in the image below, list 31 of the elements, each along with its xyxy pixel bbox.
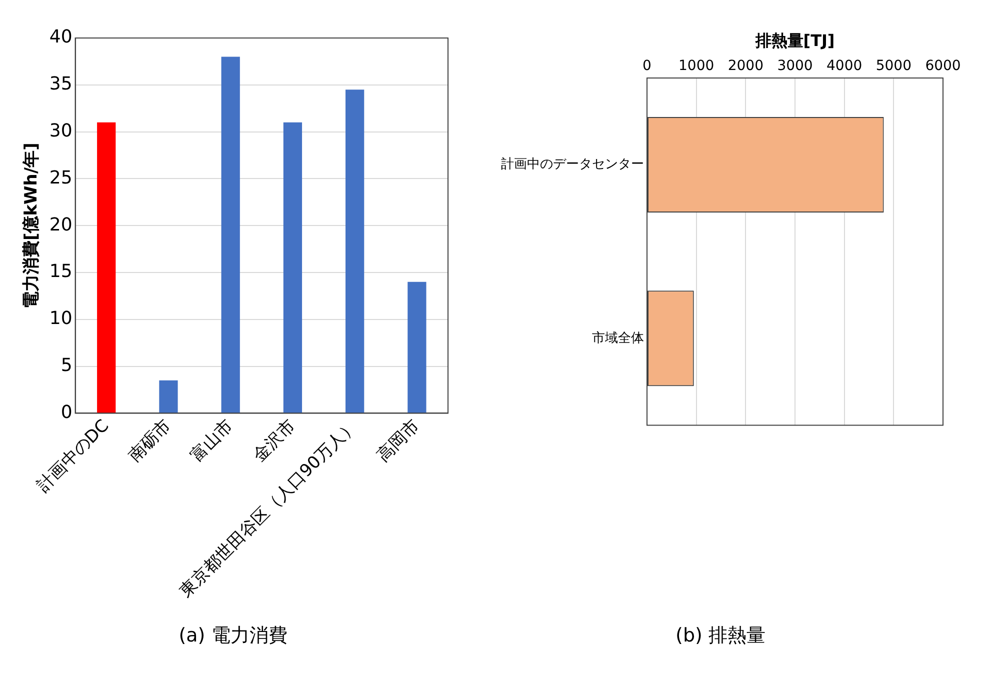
y-tick-label: 30	[49, 120, 72, 142]
x-tick-label: 南砺市	[124, 416, 176, 466]
bar	[408, 282, 426, 413]
x-tick-label: 4000	[826, 58, 862, 74]
y-tick-label: 20	[49, 214, 72, 236]
y-axis-title: 電力消費[億kWh/年]	[22, 142, 42, 309]
x-tick-label: 1000	[678, 58, 714, 74]
bar	[283, 122, 302, 413]
x-tick-label: 金沢市	[249, 416, 300, 466]
bar	[159, 380, 178, 413]
bar	[97, 122, 116, 413]
y-tick-label: 10	[49, 308, 72, 330]
y-tick-label: 25	[49, 167, 72, 188]
y-tick-label: 35	[49, 74, 72, 95]
x-axis-title: 排熱量[TJ]	[754, 30, 835, 50]
text: (b) 排熱量	[676, 624, 766, 647]
x-tick-label: 5000	[876, 58, 912, 74]
y-tick-label: 15	[49, 261, 72, 282]
bar	[221, 56, 240, 413]
x-tick-label: 3000	[777, 58, 813, 74]
x-tick-label: 富山市	[187, 416, 238, 466]
y-tick-label: 市域全体	[592, 330, 644, 346]
x-tick-label: 高岡市	[373, 416, 424, 466]
y-tick-label: 0	[60, 402, 72, 423]
bar	[346, 90, 364, 413]
x-tick-label: 6000	[925, 58, 961, 74]
x-tick-label: 2000	[728, 58, 764, 74]
y-tick-label: 計画中のデータセンター	[501, 157, 644, 172]
y-tick-label: 5	[60, 354, 72, 376]
y-tick-label: 40	[49, 26, 72, 48]
text: (a) 電力消費	[178, 624, 288, 647]
